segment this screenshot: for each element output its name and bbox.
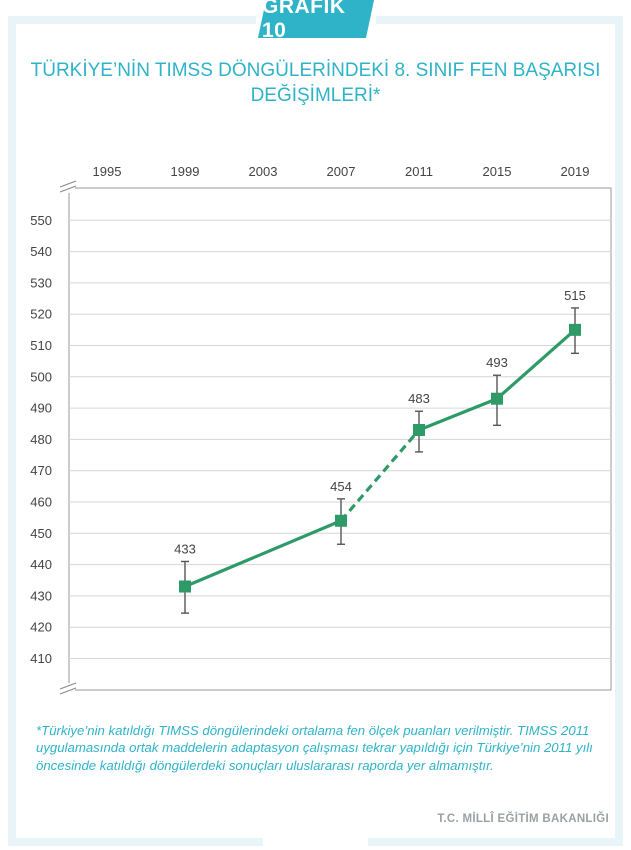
x-tick-label-2015: 2015 <box>483 164 512 179</box>
frame-right <box>615 16 623 846</box>
x-tick-label-1995: 1995 <box>93 164 122 179</box>
data-label-1999: 433 <box>174 541 196 556</box>
chart-title: TÜRKİYE’NİN TIMSS DÖNGÜLERİNDEKİ 8. SINI… <box>30 58 601 108</box>
y-tick-label-480: 480 <box>30 432 52 447</box>
series-line-2007-2011 <box>339 428 421 522</box>
y-tick-label-430: 430 <box>30 588 52 603</box>
data-point-2015 <box>491 392 503 405</box>
x-tick-label-2007: 2007 <box>327 164 356 179</box>
y-tick-label-490: 490 <box>30 401 52 416</box>
x-tick-label-2003: 2003 <box>249 164 278 179</box>
y-tick-label-450: 450 <box>30 526 52 541</box>
axis-break-mark-bottom-b <box>59 687 77 695</box>
data-point-2019 <box>569 323 581 336</box>
y-tick-label-420: 420 <box>30 620 52 635</box>
frame-bottom-right <box>368 838 623 846</box>
y-tick-label-440: 440 <box>30 557 52 572</box>
data-point-2007 <box>335 514 347 527</box>
y-tick-label-460: 460 <box>30 495 52 510</box>
y-tick-label-500: 500 <box>30 369 52 384</box>
y-tick-label-510: 510 <box>30 338 52 353</box>
x-tick-label-1999: 1999 <box>171 164 200 179</box>
x-tick-label-2019: 2019 <box>561 164 590 179</box>
y-tick-label-530: 530 <box>30 275 52 290</box>
chart-title-line-1: TÜRKİYE’NİN TIMSS DÖNGÜLERİNDEKİ 8. SINI… <box>30 60 601 81</box>
data-label-2019: 515 <box>564 288 586 303</box>
footnote: *Türkiye’nin katıldığı TIMSS döngülerind… <box>36 723 593 773</box>
frame-top-right <box>376 16 623 24</box>
series-line-2015-2019 <box>495 328 577 400</box>
data-point-1999 <box>179 580 191 593</box>
series-line-2011-2015 <box>418 397 498 432</box>
y-tick-label-550: 550 <box>30 213 52 228</box>
data-label-2007: 454 <box>330 479 352 494</box>
y-tick-label-520: 520 <box>30 307 52 322</box>
y-tick-label-540: 540 <box>30 244 52 259</box>
x-tick-label-2011: 2011 <box>405 164 433 179</box>
axis-break-mark-top-b <box>59 185 77 193</box>
frame-left <box>8 16 16 846</box>
axis-break-mark-bottom-a <box>59 682 77 690</box>
frame-bottom-left <box>8 838 263 846</box>
footer-ministry: T.C. MİLLÎ EĞİTİM BAKANLIĞI <box>437 813 609 825</box>
data-label-2015: 493 <box>486 355 508 370</box>
line-chart: 410 420 430 440 450 460 470 480 490 500 510 520 530 5… <box>30 164 612 695</box>
data-label-2011: 483 <box>408 391 430 406</box>
axis-break-mark-top-a <box>59 180 77 188</box>
y-tick-label-470: 470 <box>30 463 52 478</box>
y-tick-label-410: 410 <box>30 651 52 666</box>
data-point-2011 <box>413 424 425 437</box>
series-line-1999-2007 <box>184 519 342 588</box>
frame-top-left <box>8 16 256 24</box>
chart-title-line-2: DEĞİŞİMLERİ* <box>250 85 381 106</box>
